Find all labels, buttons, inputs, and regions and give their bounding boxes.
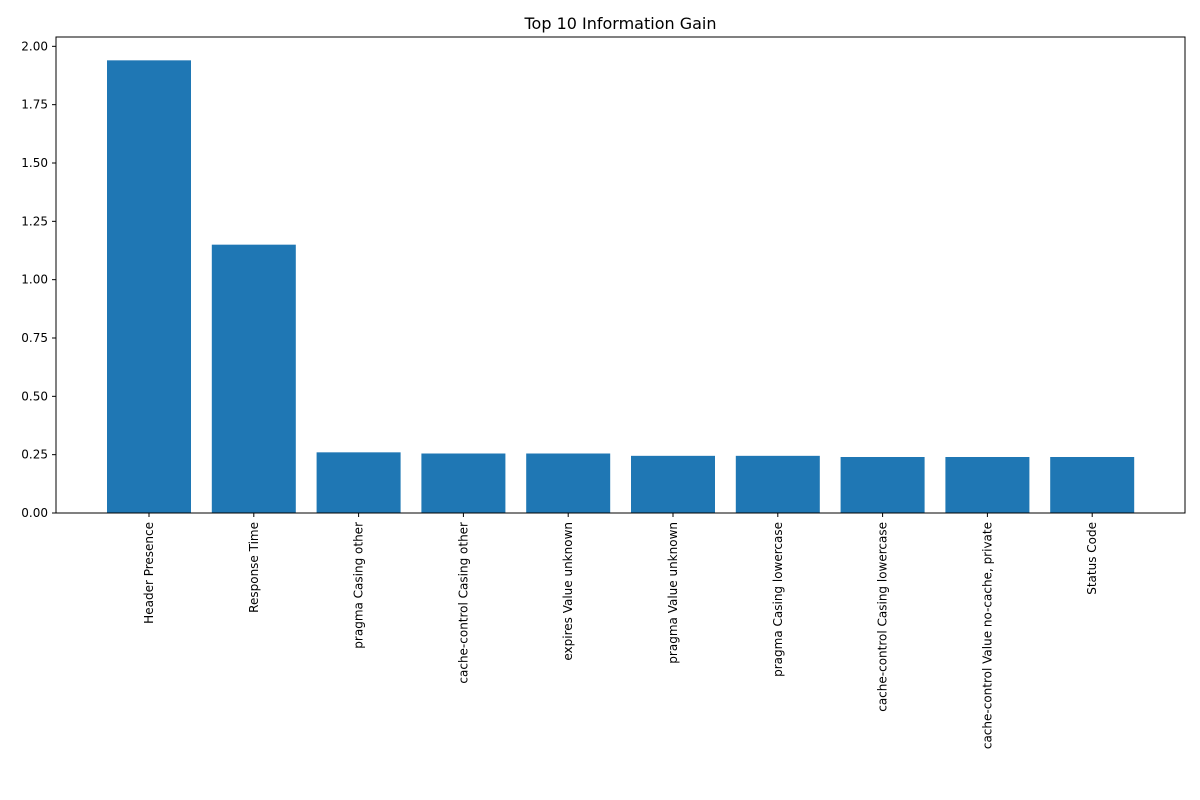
x-tick-label-2: Response Time [247, 522, 261, 613]
x-axis: Header Presence Response Time pragma Casin… [142, 513, 1099, 749]
chart-title: Top 10 Information Gain [523, 14, 716, 33]
x-tick-label-7: pragma Casing lowercase [771, 522, 785, 677]
bar-1 [107, 60, 191, 513]
y-tick-label-8: 1.75 [21, 98, 48, 112]
y-tick-label-7: 1.50 [21, 156, 48, 170]
bar-4 [421, 453, 506, 513]
x-tick-label-4: cache-control Casing other [456, 522, 470, 684]
bar-5 [526, 453, 611, 513]
bar-7 [735, 455, 820, 513]
y-tick-label-1: 0.00 [21, 506, 48, 520]
x-tick-label-1: Header Presence [142, 522, 156, 624]
bar-6 [631, 455, 715, 513]
x-tick-label-5: expires Value unknown [561, 522, 575, 661]
x-tick-label-10: Status Code [1085, 522, 1099, 595]
bars-group [107, 60, 1135, 513]
bar-8 [840, 457, 925, 513]
x-tick-label-6: pragma Value unknown [666, 522, 680, 664]
y-tick-label-9: 2.00 [21, 39, 48, 53]
y-tick-label-3: 0.50 [21, 389, 48, 403]
bar-3 [316, 452, 401, 513]
y-tick-label-4: 0.75 [21, 331, 48, 345]
x-tick-label-9: cache-control Value no-cache, private [980, 522, 994, 749]
y-tick-label-6: 1.25 [21, 214, 48, 228]
y-tick-label-2: 0.25 [21, 448, 48, 462]
plot-frame [55, 36, 1186, 514]
y-axis: 0.00 0.25 0.50 0.75 1.00 1.25 1.50 1.75 2.00 [21, 39, 56, 520]
x-tick-label-3: pragma Casing other [352, 522, 366, 649]
bar-10 [1050, 457, 1135, 513]
x-tick-label-8: cache-control Casing lowercase [876, 522, 890, 712]
bar-2 [211, 244, 296, 513]
bar-9 [945, 457, 1030, 513]
y-tick-label-5: 1.00 [21, 273, 48, 287]
